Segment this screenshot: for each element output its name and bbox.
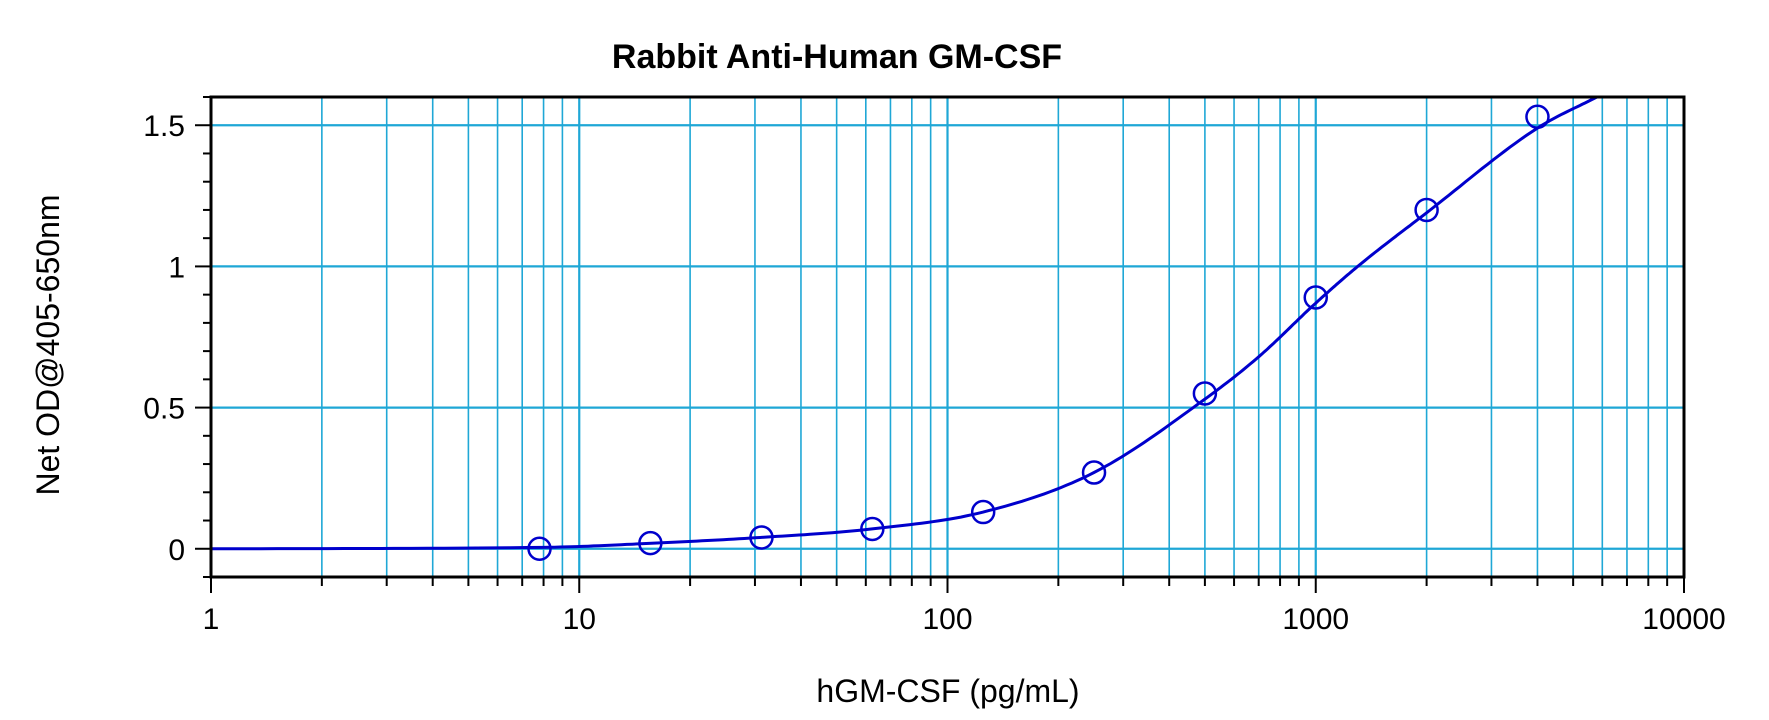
data-point — [1303, 285, 1328, 310]
gridlines — [211, 97, 1684, 577]
y-tick-label: 1 — [168, 251, 185, 284]
y-tick-label: 0.5 — [143, 393, 185, 426]
data-points — [527, 104, 1550, 562]
x-tick-label: 1000 — [1282, 603, 1349, 636]
chart-title: Rabbit Anti-Human GM-CSF — [612, 38, 1062, 76]
fit-curve — [210, 95, 1598, 551]
x-tick-label: 1 — [203, 603, 220, 636]
x-tick-label: 100 — [922, 603, 972, 636]
y-axis-label: Net OD@405-650nm — [30, 194, 66, 495]
x-axis: 1 10 100 1000 10000 — [203, 577, 1726, 636]
data-point — [860, 516, 885, 542]
data-point — [527, 536, 552, 562]
y-tick-label: 1.5 — [143, 110, 185, 143]
x-tick-label: 10000 — [1642, 603, 1725, 636]
x-tick-label: 10 — [563, 603, 596, 636]
y-tick-label: 0 — [168, 534, 185, 567]
x-axis-label: hGM-CSF (pg/mL) — [816, 673, 1079, 709]
y-axis: 0 0.5 1 1.5 — [143, 96, 211, 578]
data-point — [1192, 381, 1218, 406]
data-point — [638, 530, 663, 556]
fit-curve-layer — [210, 95, 1598, 551]
data-point — [749, 525, 774, 550]
data-point — [1081, 460, 1107, 485]
data-point — [1414, 197, 1439, 223]
data-point — [1525, 104, 1550, 130]
data-point — [970, 499, 996, 525]
